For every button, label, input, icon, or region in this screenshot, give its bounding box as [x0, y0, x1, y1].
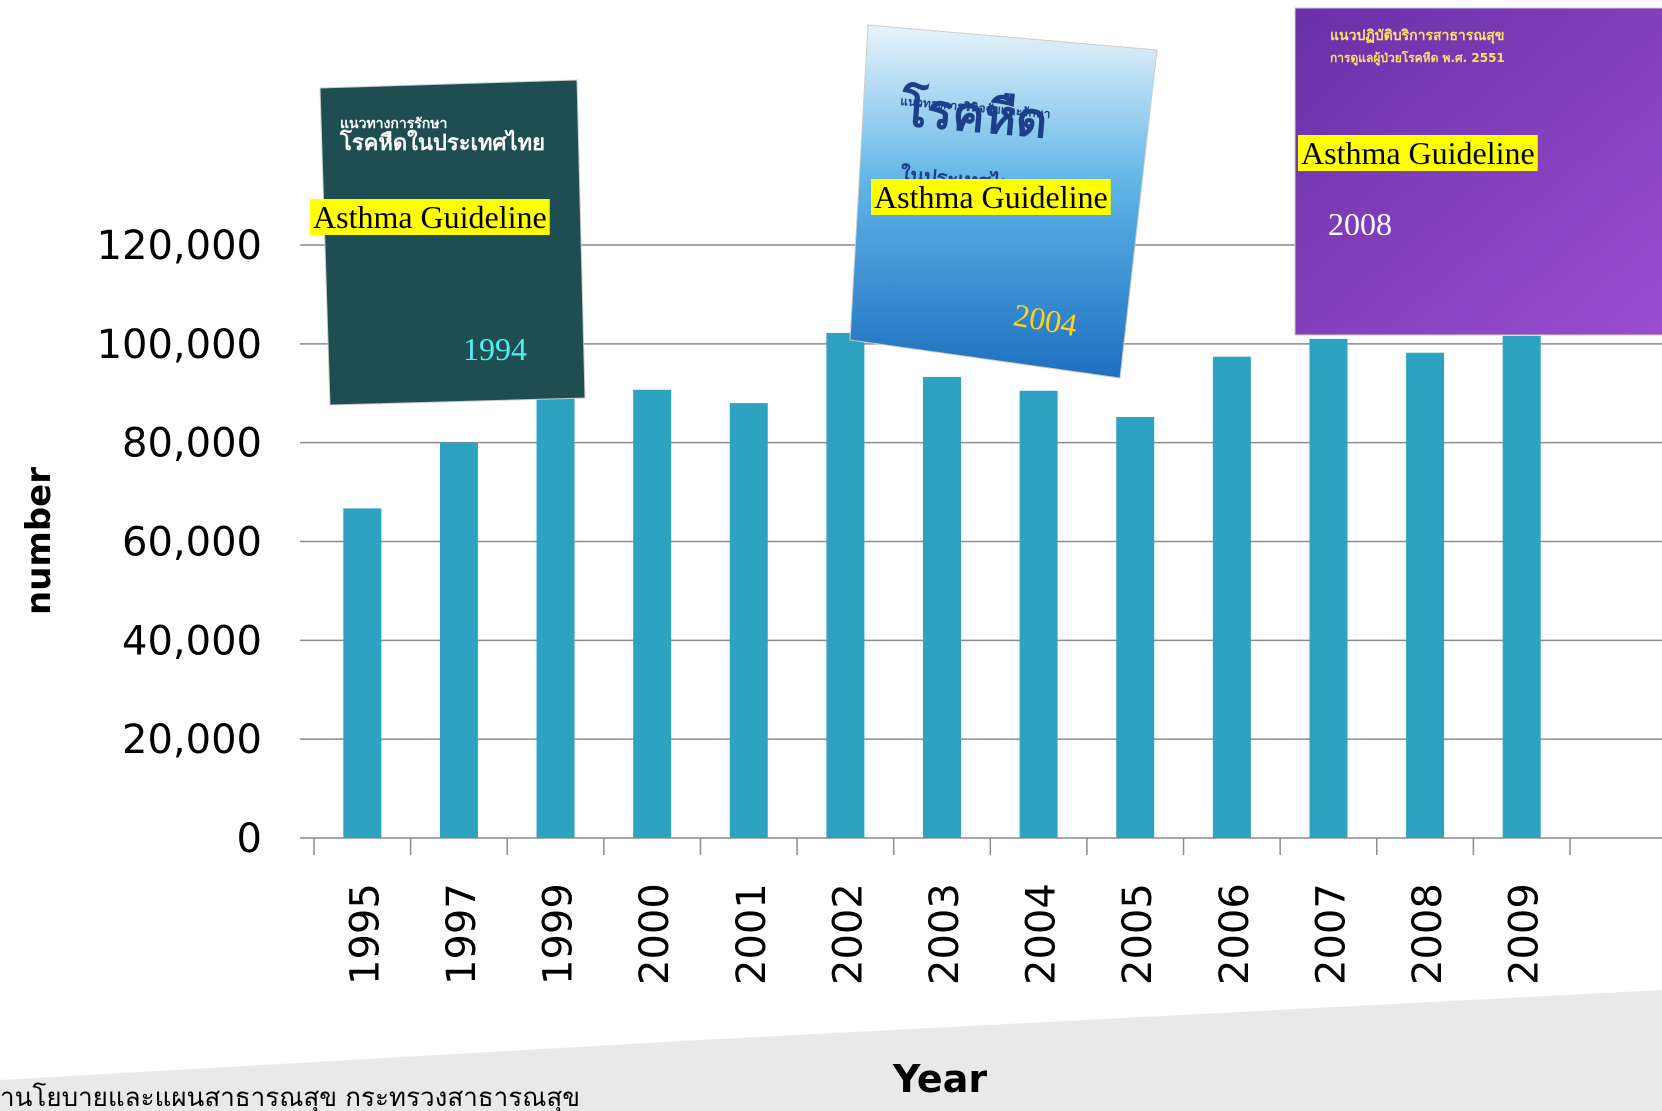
bar [1212, 356, 1251, 838]
annotation-year: 1994 [463, 331, 527, 367]
x-tick-label: 2000 [632, 883, 678, 985]
slide-decoration [0, 990, 1662, 1111]
x-tick-label: 1997 [439, 883, 485, 985]
guideline-cover [319, 79, 586, 406]
bar [1116, 416, 1155, 838]
x-tick-label: 2005 [1115, 883, 1161, 985]
cover-text: โรคหืดในประเทศไทย [339, 129, 545, 156]
bar [729, 403, 768, 838]
y-tick-label: 100,000 [97, 322, 262, 368]
y-axis-title: number [19, 467, 59, 615]
y-tick-label: 40,000 [122, 618, 262, 664]
x-axis-title: Year [892, 1057, 987, 1101]
x-tick-label: 2008 [1405, 883, 1451, 985]
bar [923, 376, 961, 838]
x-tick-label: 1999 [536, 883, 582, 985]
bar [1502, 335, 1541, 838]
annotation-label: Asthma Guideline [313, 199, 547, 235]
annotation-label: Asthma Guideline [874, 179, 1108, 215]
cover-text: โรคหืด [898, 80, 1050, 150]
source-note: านโยบายและแผนสาธารณสุข กระทรวงสาธารณสุข [0, 1082, 580, 1111]
guideline-cover [1294, 7, 1662, 336]
y-tick-label: 80,000 [122, 421, 262, 467]
x-tick-label: 2003 [922, 883, 968, 985]
bar [1019, 390, 1058, 838]
y-tick-label: 20,000 [122, 717, 262, 763]
bar [343, 508, 382, 838]
annotation-year: 2008 [1328, 206, 1392, 242]
x-tick-label: 2001 [729, 883, 775, 985]
annotation-highlight [310, 199, 550, 235]
cover-text: การดูแลผู้ป่วยโรคหืด พ.ศ. 2551 [1330, 50, 1505, 66]
bar [536, 393, 575, 838]
annotation-highlight [1298, 135, 1538, 171]
y-tick-label: 0 [237, 816, 262, 862]
x-tick-label: 2009 [1502, 883, 1548, 985]
x-tick-label: 1995 [342, 883, 388, 985]
bar [439, 442, 478, 838]
x-tick-label: 2004 [1019, 883, 1065, 985]
bar [1406, 352, 1445, 838]
x-tick-label: 2002 [825, 883, 871, 985]
bar [826, 332, 865, 838]
x-tick-label: 2007 [1308, 883, 1354, 985]
x-tick-label: 2006 [1212, 883, 1258, 985]
bar [1309, 338, 1348, 838]
annotation-highlight [871, 179, 1111, 215]
annotation-label: Asthma Guideline [1301, 135, 1535, 171]
bar [633, 389, 672, 838]
y-tick-label: 60,000 [122, 520, 262, 566]
cover-text: แนวปฏิบัติบริการสาธารณสุข [1330, 28, 1504, 44]
cover-text: แนวทางการรักษา [340, 116, 447, 132]
y-tick-label: 120,000 [97, 223, 262, 269]
